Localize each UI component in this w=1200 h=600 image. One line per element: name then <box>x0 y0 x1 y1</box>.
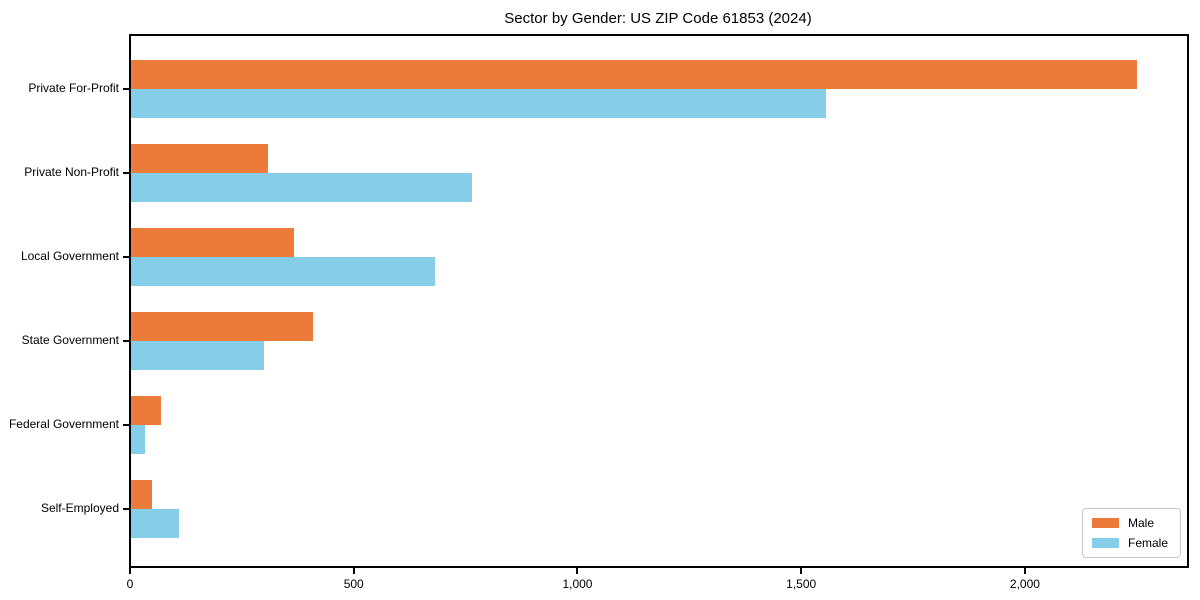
legend-label-male: Male <box>1127 516 1154 530</box>
y-axis-category-label: Federal Government <box>8 416 119 431</box>
bar-male-2 <box>131 227 294 257</box>
legend-swatch-female-icon <box>1091 538 1119 548</box>
legend-entry-female: Female <box>1091 536 1168 550</box>
legend-label-female: Female <box>1127 536 1168 550</box>
x-axis-tick-label: 2,000 <box>1009 577 1040 591</box>
bar-female-3 <box>131 340 264 370</box>
y-axis-tick <box>123 87 129 90</box>
y-axis-category-label: State Government <box>21 332 119 347</box>
x-axis-tick <box>352 568 355 574</box>
bar-female-0 <box>131 88 826 118</box>
x-axis-tick <box>1023 568 1026 574</box>
y-axis-tick <box>123 255 129 258</box>
y-axis-category-label: Self-Employed <box>40 501 119 515</box>
x-axis-tick-label: 0 <box>126 577 134 591</box>
y-axis-tick <box>123 339 129 342</box>
bar-male-5 <box>131 480 152 509</box>
x-axis-tick-label: 500 <box>343 577 364 591</box>
bar-female-4 <box>131 424 145 454</box>
plot-area: Male Female <box>129 34 1189 568</box>
x-axis-tick <box>129 568 131 574</box>
bar-female-5 <box>131 509 179 538</box>
legend-swatch-male-icon <box>1091 518 1119 528</box>
x-axis-tick <box>576 568 579 574</box>
bar-male-3 <box>131 311 313 341</box>
y-axis-category-label: Private For-Profit <box>28 80 119 95</box>
y-axis-tick <box>123 171 129 174</box>
chart-title: Sector by Gender: US ZIP Code 61853 (202… <box>504 10 812 27</box>
y-axis-category-label: Private Non-Profit <box>24 164 119 179</box>
bar-male-4 <box>131 395 161 425</box>
y-axis-tick <box>123 508 129 510</box>
legend: Male Female <box>1081 508 1181 558</box>
bar-female-1 <box>131 172 472 202</box>
legend-entry-male: Male <box>1091 516 1168 530</box>
bar-female-2 <box>131 256 435 286</box>
x-axis-tick-label: 1,000 <box>562 577 593 591</box>
x-axis-tick <box>800 568 803 574</box>
y-axis-tick <box>123 423 129 426</box>
x-axis-tick-label: 1,500 <box>786 577 817 591</box>
y-axis-category-label: Local Government <box>20 248 119 263</box>
bar-male-0 <box>131 59 1137 89</box>
bar-male-1 <box>131 143 268 173</box>
